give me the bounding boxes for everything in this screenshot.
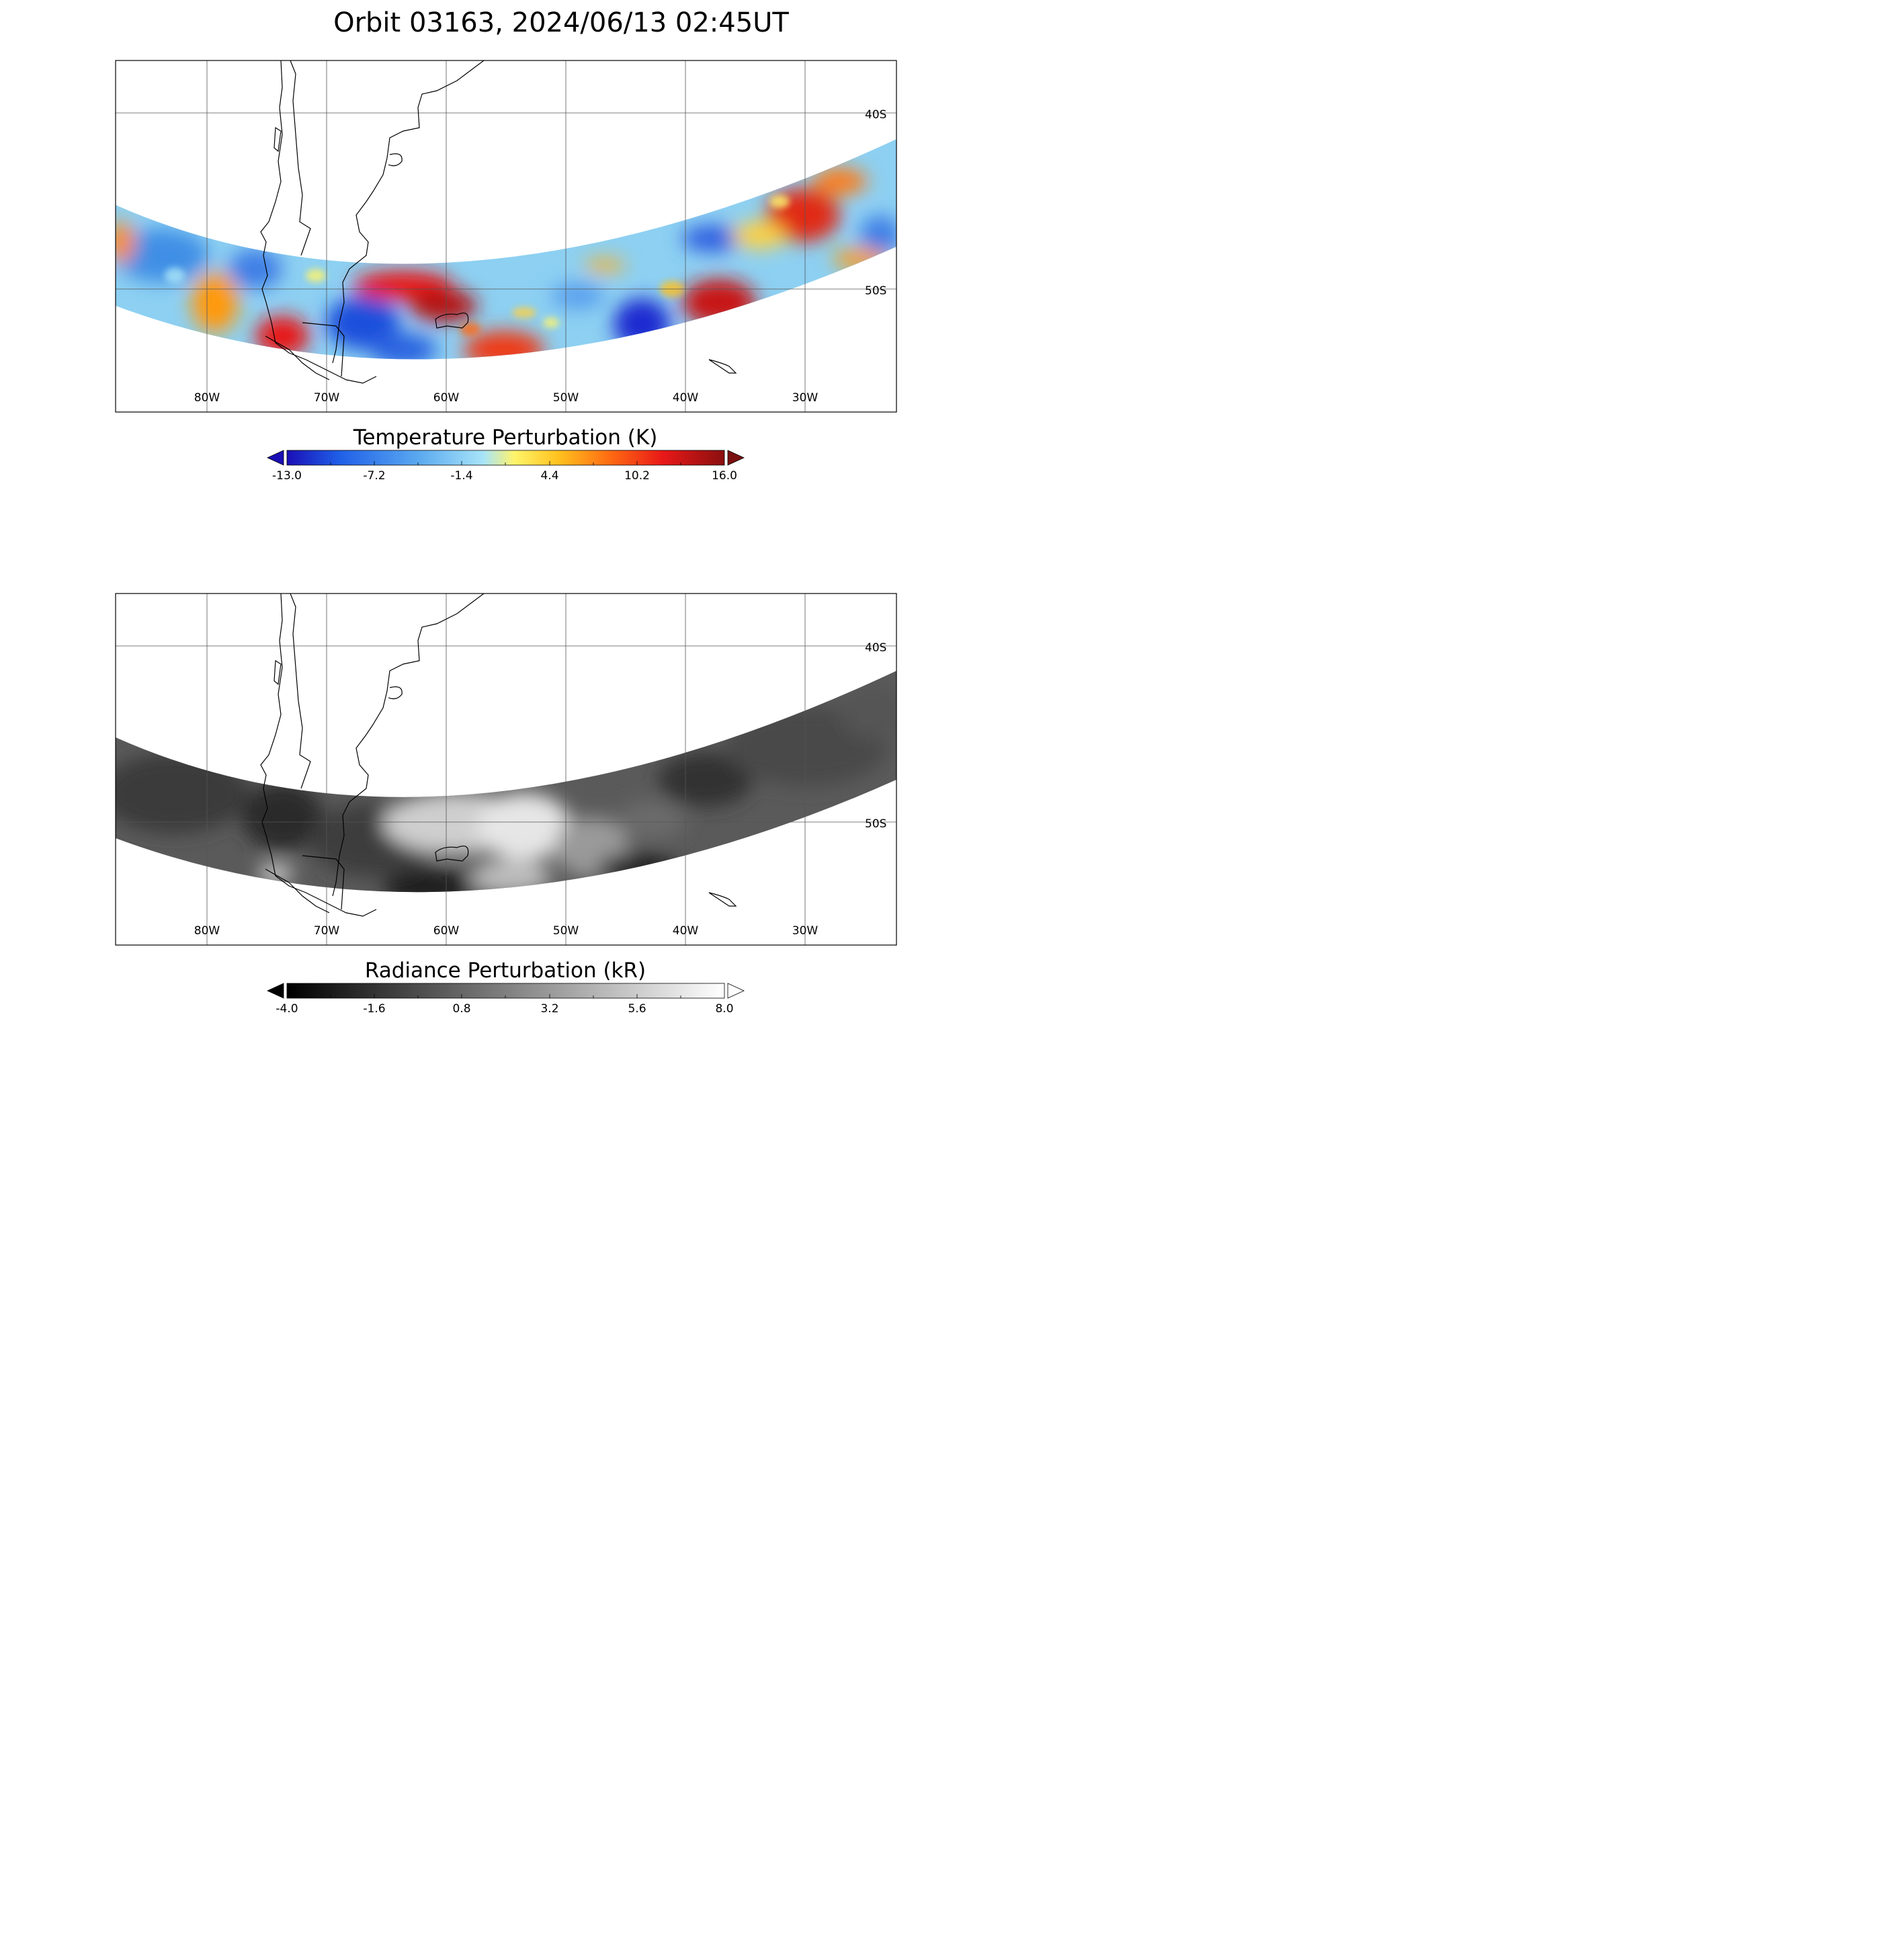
radiance-map-panel: 80W 70W 60W 50W 40W 30W 40S 50S: [115, 593, 897, 946]
lon-label-80w: 80W: [194, 391, 220, 405]
colorbar-gradient: [286, 450, 725, 466]
colorbar-title: Temperature Perturbation (K): [353, 425, 658, 450]
lon-label-60w: 60W: [433, 924, 460, 938]
lon-label-40w: 40W: [673, 391, 699, 405]
lat-label-50s: 50S: [865, 284, 886, 298]
lat-label-40s: 40S: [865, 108, 886, 122]
colorbar-tick-label: 4.4: [540, 469, 558, 483]
graticule-lines: [116, 60, 896, 412]
colorbar-tick-label: 8.0: [715, 1002, 733, 1016]
colorbar-tick-label: -7.2: [363, 469, 385, 483]
colorbar-under-arrow: [267, 450, 284, 466]
lon-label-80w: 80W: [194, 924, 220, 938]
lat-label-40s: 40S: [865, 641, 886, 655]
colorbar-tick-label: 10.2: [624, 469, 650, 483]
lon-label-40w: 40W: [673, 924, 699, 938]
colorbar-under-arrow: [267, 983, 284, 999]
lon-label-70w: 70W: [314, 391, 340, 405]
colorbar-tick-label: -1.4: [450, 469, 472, 483]
map-frame: [115, 60, 897, 413]
figure-title: Orbit 03163, 2024/06/13 02:45UT: [333, 7, 789, 38]
colorbar-tick-label: 3.2: [540, 1002, 558, 1016]
coastline: [260, 594, 737, 917]
lon-label-50w: 50W: [553, 391, 579, 405]
colorbar-title: Radiance Perturbation (kR): [365, 958, 646, 983]
colorbar-over-arrow: [727, 983, 745, 999]
lon-label-50w: 50W: [553, 924, 579, 938]
figure: Orbit 03163, 2024/06/13 02:45UT: [115, 7, 897, 1016]
temperature-colorbar: Temperature Perturbation (K) -13.0 -7.2 …: [267, 425, 745, 483]
colorbar-tick-label: 16.0: [712, 469, 737, 483]
radiance-colorbar: Radiance Perturbation (kR) -4.0 -1.6 0.8…: [267, 958, 745, 1016]
colorbar-tick-label: -1.6: [363, 1002, 385, 1016]
lon-label-30w: 30W: [792, 924, 819, 938]
coastline: [260, 60, 737, 384]
lon-label-70w: 70W: [314, 924, 340, 938]
colorbar-tick-label: 5.6: [628, 1002, 646, 1016]
lon-label-30w: 30W: [792, 391, 819, 405]
colorbar-ticks: [330, 461, 681, 465]
colorbar-tick-label: 0.8: [452, 1002, 470, 1016]
map-frame: [115, 593, 897, 946]
graticule-lines: [116, 594, 896, 945]
lat-label-50s: 50S: [865, 817, 886, 831]
colorbar-ticks: [330, 994, 681, 998]
temperature-map-panel: 80W 70W 60W 50W 40W 30W 40S 50S: [115, 60, 897, 413]
colorbar-gradient: [286, 983, 725, 999]
lon-label-60w: 60W: [433, 391, 460, 405]
colorbar-over-arrow: [727, 450, 745, 466]
colorbar-tick-label: -13.0: [272, 469, 302, 483]
colorbar-tick-label: -4.0: [276, 1002, 298, 1016]
